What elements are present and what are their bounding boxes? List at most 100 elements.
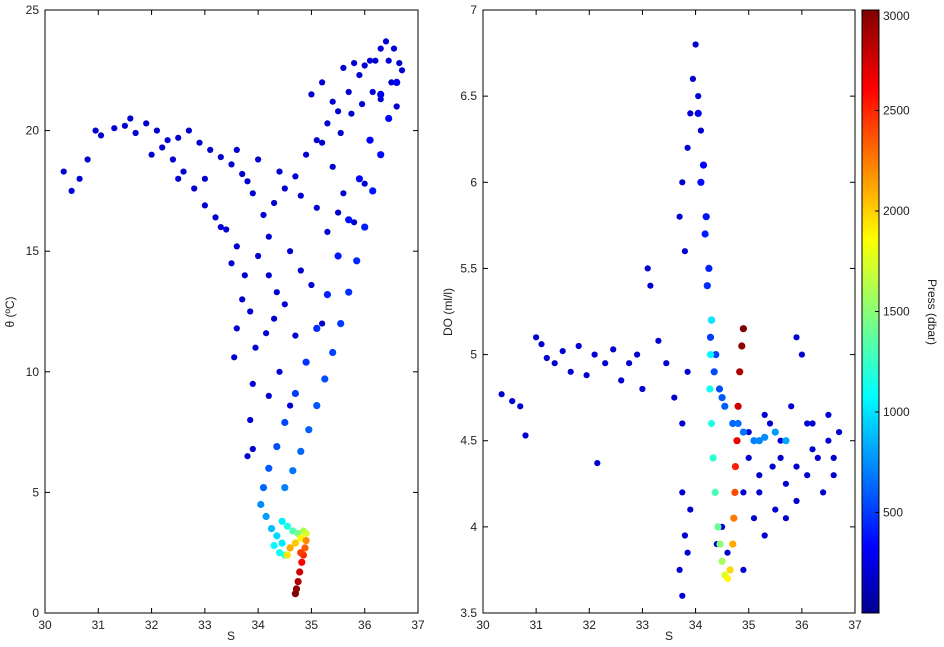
data-point — [292, 173, 299, 180]
data-point — [793, 497, 800, 505]
data-point — [575, 342, 582, 350]
data-point — [772, 506, 779, 513]
data-point — [793, 463, 800, 470]
data-point — [684, 549, 691, 556]
data-point — [281, 484, 289, 492]
data-point — [291, 389, 299, 398]
data-point — [709, 454, 717, 462]
data-point — [393, 78, 401, 86]
left-y-ticks: 0 5 10 15 20 25 — [26, 3, 418, 620]
data-point — [265, 272, 272, 279]
data-point — [559, 348, 566, 355]
data-point — [244, 178, 251, 185]
data-point — [687, 506, 694, 513]
data-point — [543, 354, 550, 362]
data-point — [278, 539, 286, 547]
data-point — [369, 88, 376, 96]
data-point — [385, 57, 392, 64]
data-point — [761, 411, 768, 418]
data-point — [809, 446, 816, 453]
data-point — [715, 385, 724, 393]
data-point — [281, 301, 288, 308]
data-point — [292, 332, 299, 339]
data-point — [745, 429, 752, 436]
data-point — [335, 209, 342, 216]
data-point — [355, 175, 363, 183]
data-point — [793, 334, 800, 341]
y-tick-label: 5 — [32, 485, 39, 499]
data-point — [283, 522, 291, 530]
data-point — [733, 437, 741, 445]
data-point — [270, 541, 278, 550]
colorbar-label: Press (dbar) — [925, 279, 939, 345]
data-point — [718, 394, 726, 402]
colorbar-tick-label: 500 — [883, 506, 903, 520]
data-point — [740, 489, 747, 496]
data-point — [239, 170, 246, 178]
data-point — [319, 139, 326, 146]
x-tick-label: 32 — [145, 618, 159, 632]
data-point — [705, 264, 713, 272]
data-point — [247, 416, 254, 424]
data-point — [716, 540, 724, 548]
data-point — [830, 454, 837, 461]
right-data-points — [498, 41, 843, 599]
data-point — [734, 419, 742, 428]
data-point — [228, 161, 235, 168]
data-point — [676, 566, 683, 574]
data-point — [551, 360, 558, 367]
data-point — [335, 108, 342, 115]
data-point — [734, 402, 742, 410]
data-point — [148, 151, 155, 158]
data-point — [626, 360, 633, 367]
x-tick-label: 37 — [411, 618, 425, 632]
right-y-ticks: 3.5 4 4.5 5 5.5 6 6.5 7 — [460, 3, 855, 620]
data-point — [684, 368, 691, 375]
x-tick-label: 30 — [38, 618, 52, 632]
data-point — [610, 346, 617, 353]
data-point — [191, 185, 198, 192]
data-point — [257, 500, 265, 509]
data-point — [217, 154, 224, 161]
data-point — [820, 489, 827, 496]
data-point — [372, 57, 379, 64]
data-point — [249, 380, 256, 387]
colorbar-tick-label: 2000 — [883, 204, 910, 218]
x-tick-label: 35 — [305, 618, 319, 632]
data-point — [701, 230, 709, 238]
data-point — [388, 79, 395, 86]
data-point — [385, 114, 393, 123]
data-point — [356, 72, 363, 79]
data-point — [398, 67, 406, 74]
data-point — [301, 544, 309, 552]
data-point — [706, 385, 714, 393]
data-point — [687, 110, 694, 117]
data-point — [223, 226, 230, 233]
right-axes-frame — [482, 9, 856, 614]
data-point — [297, 447, 305, 455]
data-point — [750, 437, 758, 445]
data-point — [345, 88, 352, 96]
data-point — [377, 45, 384, 52]
colorbar-tick-label: 2500 — [883, 104, 910, 118]
theta-salinity-plot: 30 31 32 33 34 35 36 37 0 5 10 15 20 25 S θ (ºC) — [3, 3, 425, 643]
data-point — [84, 156, 91, 163]
y-tick-label: 25 — [26, 3, 40, 17]
data-point — [697, 178, 705, 186]
data-point — [278, 517, 286, 525]
data-point — [647, 282, 654, 289]
data-point — [679, 592, 686, 599]
x-tick-label: 36 — [795, 618, 809, 632]
data-point — [750, 515, 758, 522]
data-point — [731, 463, 740, 471]
data-point — [702, 213, 710, 221]
data-point — [302, 358, 310, 366]
y-tick-label: 6.5 — [460, 89, 477, 103]
data-point — [273, 532, 281, 540]
data-point — [663, 360, 670, 367]
data-point — [233, 243, 240, 250]
data-point — [283, 551, 291, 559]
y-tick-label: 6 — [470, 175, 477, 189]
right-x-ticks: 30 31 32 33 34 35 36 37 — [476, 10, 862, 632]
